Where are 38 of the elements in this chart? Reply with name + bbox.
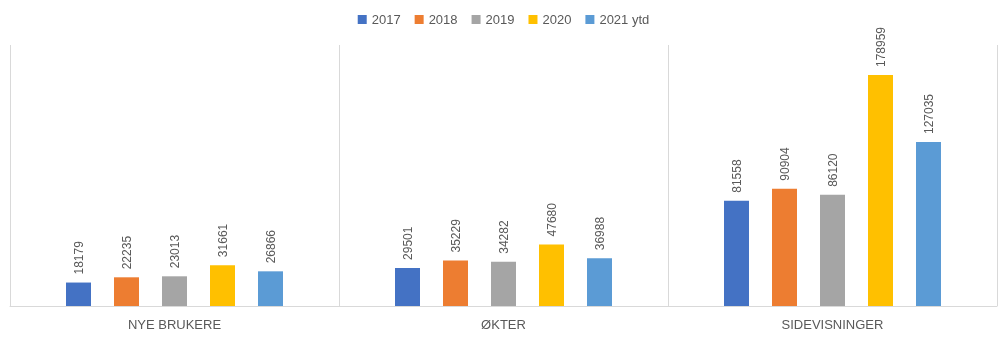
bar [724, 200, 749, 306]
bar [539, 244, 564, 306]
bar [443, 260, 468, 306]
data-label: 22235 [119, 235, 134, 270]
bar [210, 265, 235, 306]
bar [820, 194, 845, 306]
bar [66, 282, 91, 306]
data-label: 29501 [400, 226, 415, 260]
bar [258, 271, 283, 306]
bar [868, 75, 893, 306]
x-tick-label: NYE BRUKERE [127, 317, 222, 332]
legend-label: 2020 [542, 12, 572, 27]
bar [491, 261, 516, 306]
legend-label: 2018 [428, 12, 458, 27]
data-label: 35229 [448, 218, 463, 253]
bar [916, 142, 941, 306]
data-label: 36988 [592, 216, 607, 251]
data-label: 90904 [777, 146, 792, 181]
data-label: 34282 [496, 220, 511, 254]
x-tick-label: SIDEVISNINGER [781, 317, 884, 332]
bar [395, 267, 420, 306]
x-tick-label: ØKTER [481, 317, 526, 332]
data-label: 127035 [921, 93, 936, 135]
bar [114, 277, 139, 306]
data-label: 23013 [167, 234, 182, 269]
bar [162, 276, 187, 306]
data-label: 18179 [71, 240, 86, 275]
data-label: 26866 [263, 229, 278, 264]
bar [587, 258, 612, 306]
data-label: 178959 [873, 26, 888, 68]
data-label: 31661 [215, 223, 230, 258]
data-label: 86120 [825, 153, 840, 187]
bar [772, 188, 797, 306]
data-label: 81558 [729, 159, 744, 193]
legend-label: 2019 [485, 12, 515, 27]
legend-label: 2017 [371, 12, 401, 27]
data-label: 47680 [544, 202, 559, 237]
legend-label: 2021 ytd [599, 12, 650, 27]
